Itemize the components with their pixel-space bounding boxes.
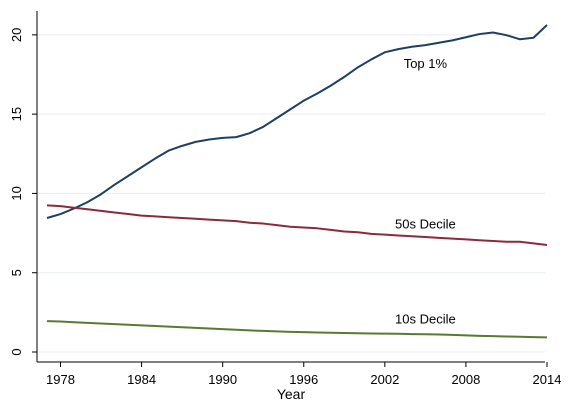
series-line-0 — [46, 24, 548, 219]
y-tick-label: 5 — [9, 269, 24, 276]
y-tick-label: 0 — [9, 348, 24, 355]
y-ticks: 0 5 10 15 20 — [9, 28, 37, 356]
x-tick-label: 2002 — [370, 372, 399, 387]
series-layer — [46, 24, 548, 339]
series-label: 10s Decile — [395, 311, 456, 326]
series-line-2 — [46, 320, 548, 339]
grid-lines — [37, 34, 545, 353]
x-tick-label: 2008 — [451, 372, 480, 387]
axes — [36, 11, 545, 363]
series-label: Top 1% — [404, 56, 448, 71]
x-tick-label: 2014 — [533, 372, 562, 387]
series-label: 50s Decile — [395, 216, 456, 231]
y-tick-label: 10 — [9, 186, 24, 200]
y-tick-label: 15 — [9, 107, 24, 121]
x-tick-label: 1996 — [289, 372, 318, 387]
x-tick-label: 1978 — [46, 372, 75, 387]
series-line-1 — [46, 204, 548, 246]
series-labels: Top 1% 50s Decile 10s Decile — [395, 56, 456, 326]
x-tick-label: 1984 — [127, 372, 156, 387]
x-axis-title: Year — [277, 386, 306, 402]
y-tick-label: 20 — [9, 28, 24, 42]
x-tick-label: 1990 — [208, 372, 237, 387]
x-ticks: 1978 1984 1990 1996 2002 2008 2014 — [46, 362, 561, 387]
